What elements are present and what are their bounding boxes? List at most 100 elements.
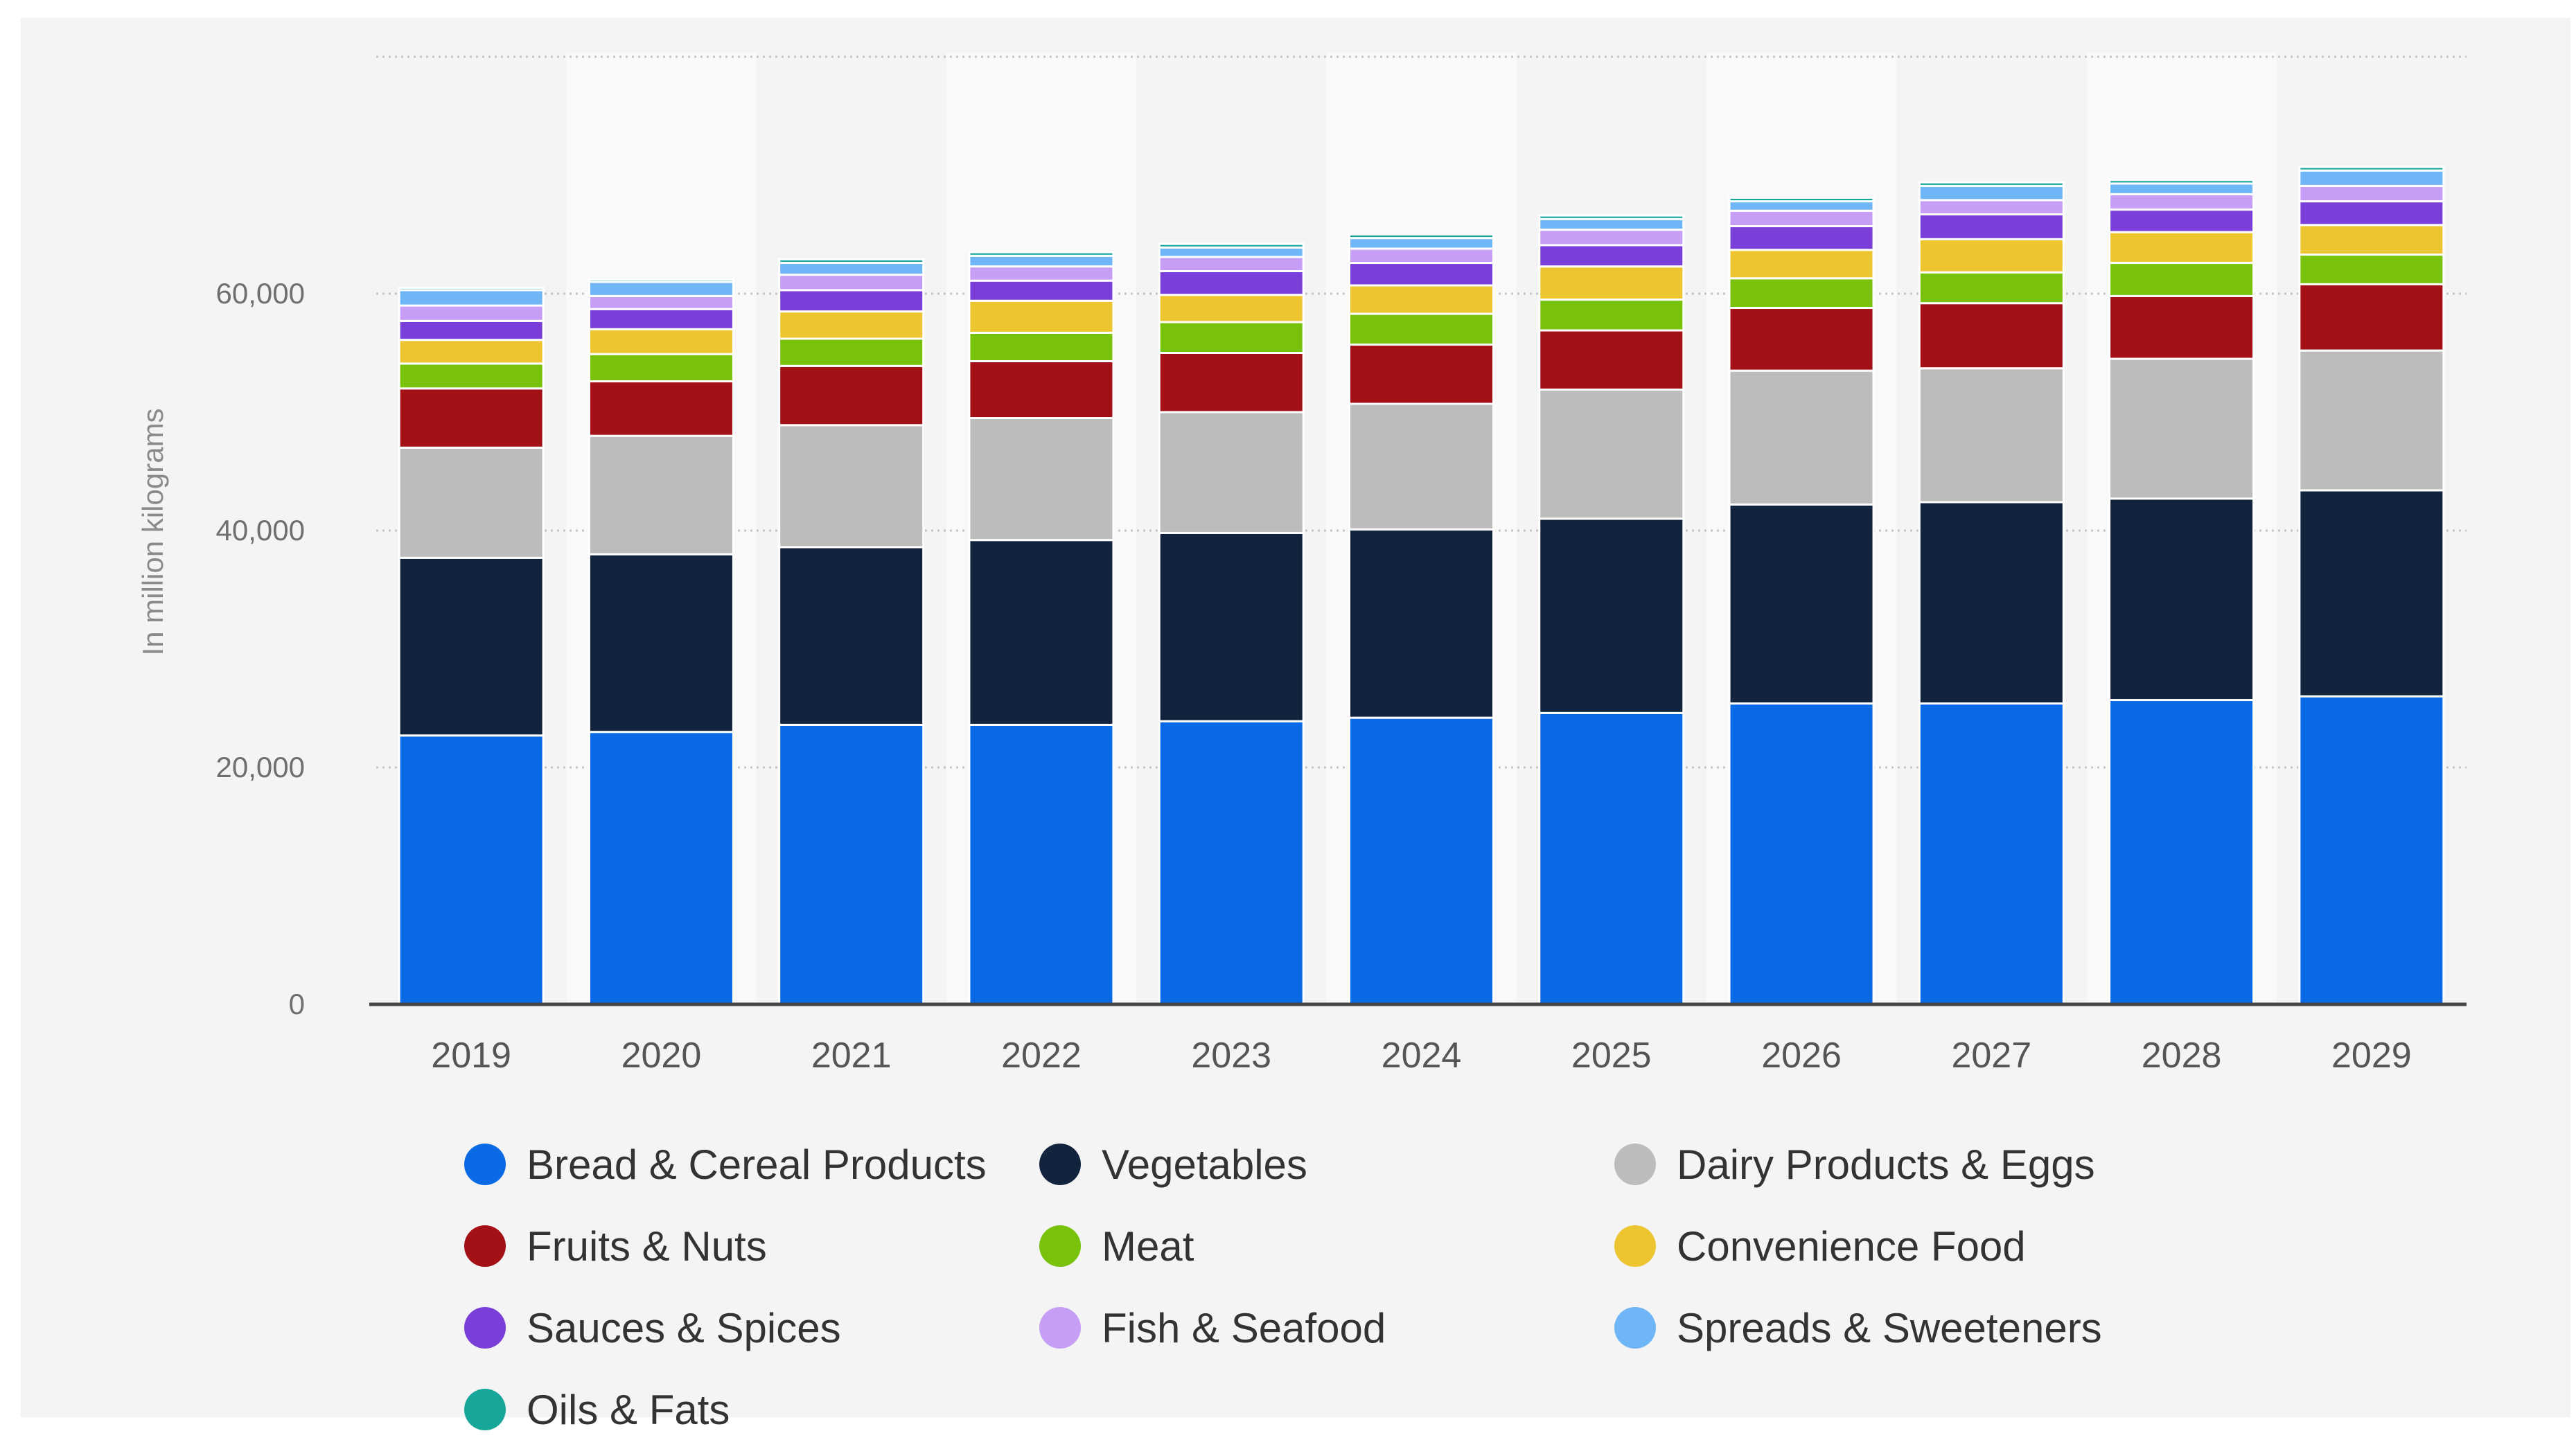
legend-item: Fruits & Nuts — [464, 1218, 767, 1274]
x-tick-label: 2022 — [1001, 1035, 1082, 1076]
bar-segment — [398, 339, 545, 365]
legend-label: Vegetables — [1102, 1141, 1307, 1188]
bar-segment — [778, 274, 925, 292]
bar-segment — [588, 294, 734, 310]
legend-swatch — [464, 1389, 506, 1430]
legend-label: Spreads & Sweeteners — [1677, 1304, 2102, 1351]
legend-item: Sauces & Spices — [464, 1300, 841, 1355]
bar-segment — [1728, 200, 1875, 212]
bar-segment — [1348, 262, 1494, 287]
legend-swatch — [1039, 1225, 1081, 1267]
legend-item: Dairy Products & Eggs — [1614, 1137, 2095, 1192]
bar-segment — [1158, 531, 1305, 722]
bar-segment — [1728, 369, 1875, 506]
bar-segment — [1728, 503, 1875, 705]
bar-segment — [1918, 271, 2065, 305]
bar-segment — [1918, 213, 2065, 240]
bar-segment — [2108, 179, 2255, 185]
bar-segment — [588, 281, 734, 297]
legend-item: Bread & Cereal Products — [464, 1137, 987, 1192]
bar-segment — [398, 304, 545, 322]
legend-label: Bread & Cereal Products — [527, 1141, 987, 1188]
legend-swatch — [464, 1144, 506, 1185]
bar-segment — [1728, 307, 1875, 372]
bar-segment — [778, 289, 925, 313]
legend-swatch — [464, 1225, 506, 1267]
bar-segment — [588, 278, 734, 283]
bar-segment — [1538, 229, 1685, 247]
legend-label: Dairy Products & Eggs — [1677, 1141, 2095, 1188]
chart-panel: 0 20,000 40,000 60,000 2019 2020 2021 2022 2023… — [21, 18, 2570, 1433]
bar-segment — [968, 331, 1115, 362]
legend-item: Oils & Fats — [464, 1382, 730, 1437]
legend-item: Vegetables — [1039, 1137, 1307, 1192]
bar-segment — [588, 553, 734, 734]
bar-segment — [1538, 711, 1685, 1006]
bar-segment — [778, 310, 925, 340]
bar-segment — [1538, 217, 1685, 231]
bar-segment — [1158, 411, 1305, 534]
bar-segment — [1348, 528, 1494, 719]
y-axis-title: In million kilograms — [136, 408, 169, 655]
bar-segment — [398, 556, 545, 737]
x-tick-label: 2023 — [1191, 1035, 1271, 1076]
y-tick-label: 60,000 — [216, 277, 305, 310]
bar-segment — [778, 337, 925, 367]
bar-segment — [778, 258, 925, 265]
bar-segment — [778, 262, 925, 276]
bar-segment — [1348, 716, 1494, 1006]
bar-segment — [1918, 367, 2065, 504]
bar-segment — [398, 446, 545, 559]
bar-segment — [1158, 720, 1305, 1006]
legend-label: Oils & Fats — [527, 1386, 730, 1433]
legend-swatch — [1614, 1144, 1656, 1185]
bar-segment — [1918, 302, 2065, 370]
bar-segment — [1538, 329, 1685, 391]
bar-segment — [1158, 256, 1305, 273]
x-tick-label: 2028 — [2142, 1035, 2222, 1076]
bar-segment — [1348, 344, 1494, 405]
bar-segment — [1158, 321, 1305, 355]
bar-segment — [398, 286, 545, 292]
bar-segment — [1918, 199, 2065, 215]
bar-segment — [2108, 208, 2255, 233]
bar-segment — [778, 546, 925, 726]
bar-segment — [588, 434, 734, 555]
bar-segment — [398, 289, 545, 307]
y-axis-ticks: 0 20,000 40,000 60,000 — [216, 277, 305, 1020]
bar-segment — [778, 424, 925, 549]
bar-segment — [968, 723, 1115, 1006]
bar-segment — [2108, 193, 2255, 211]
legend-label: Sauces & Spices — [527, 1304, 841, 1351]
bar-segment — [1728, 196, 1875, 203]
bar-segment — [1728, 702, 1875, 1006]
x-tick-label: 2021 — [811, 1035, 892, 1076]
legend-item: Fish & Seafood — [1039, 1300, 1386, 1355]
bar-segment — [2108, 182, 2255, 195]
bar-segment — [1158, 242, 1305, 249]
y-tick-label: 20,000 — [216, 751, 305, 783]
bar-segment — [2108, 357, 2255, 500]
bar-segment — [968, 254, 1115, 268]
bar-segment — [2298, 184, 2445, 203]
bar-segment — [1918, 181, 2065, 187]
bar-segment — [968, 539, 1115, 726]
x-tick-label: 2024 — [1382, 1035, 1462, 1076]
bar-segment — [1348, 312, 1494, 346]
bar-segment — [398, 362, 545, 390]
bar-segment — [588, 328, 734, 355]
bar-segment — [1728, 209, 1875, 228]
bar-segment — [398, 387, 545, 449]
bar-segment — [1348, 233, 1494, 240]
legend-swatch — [1614, 1225, 1656, 1267]
bar-segment — [1348, 402, 1494, 531]
bar-segment — [2298, 224, 2445, 256]
legend-swatch — [1039, 1144, 1081, 1185]
bar-segment — [2298, 166, 2445, 172]
bar-segment — [2298, 169, 2445, 187]
legend-label: Convenience Food — [1677, 1223, 2026, 1270]
x-tick-label: 2020 — [621, 1035, 702, 1076]
bar-segment — [1728, 225, 1875, 251]
legend-label: Fish & Seafood — [1102, 1304, 1386, 1351]
bar-segment — [1348, 237, 1494, 250]
